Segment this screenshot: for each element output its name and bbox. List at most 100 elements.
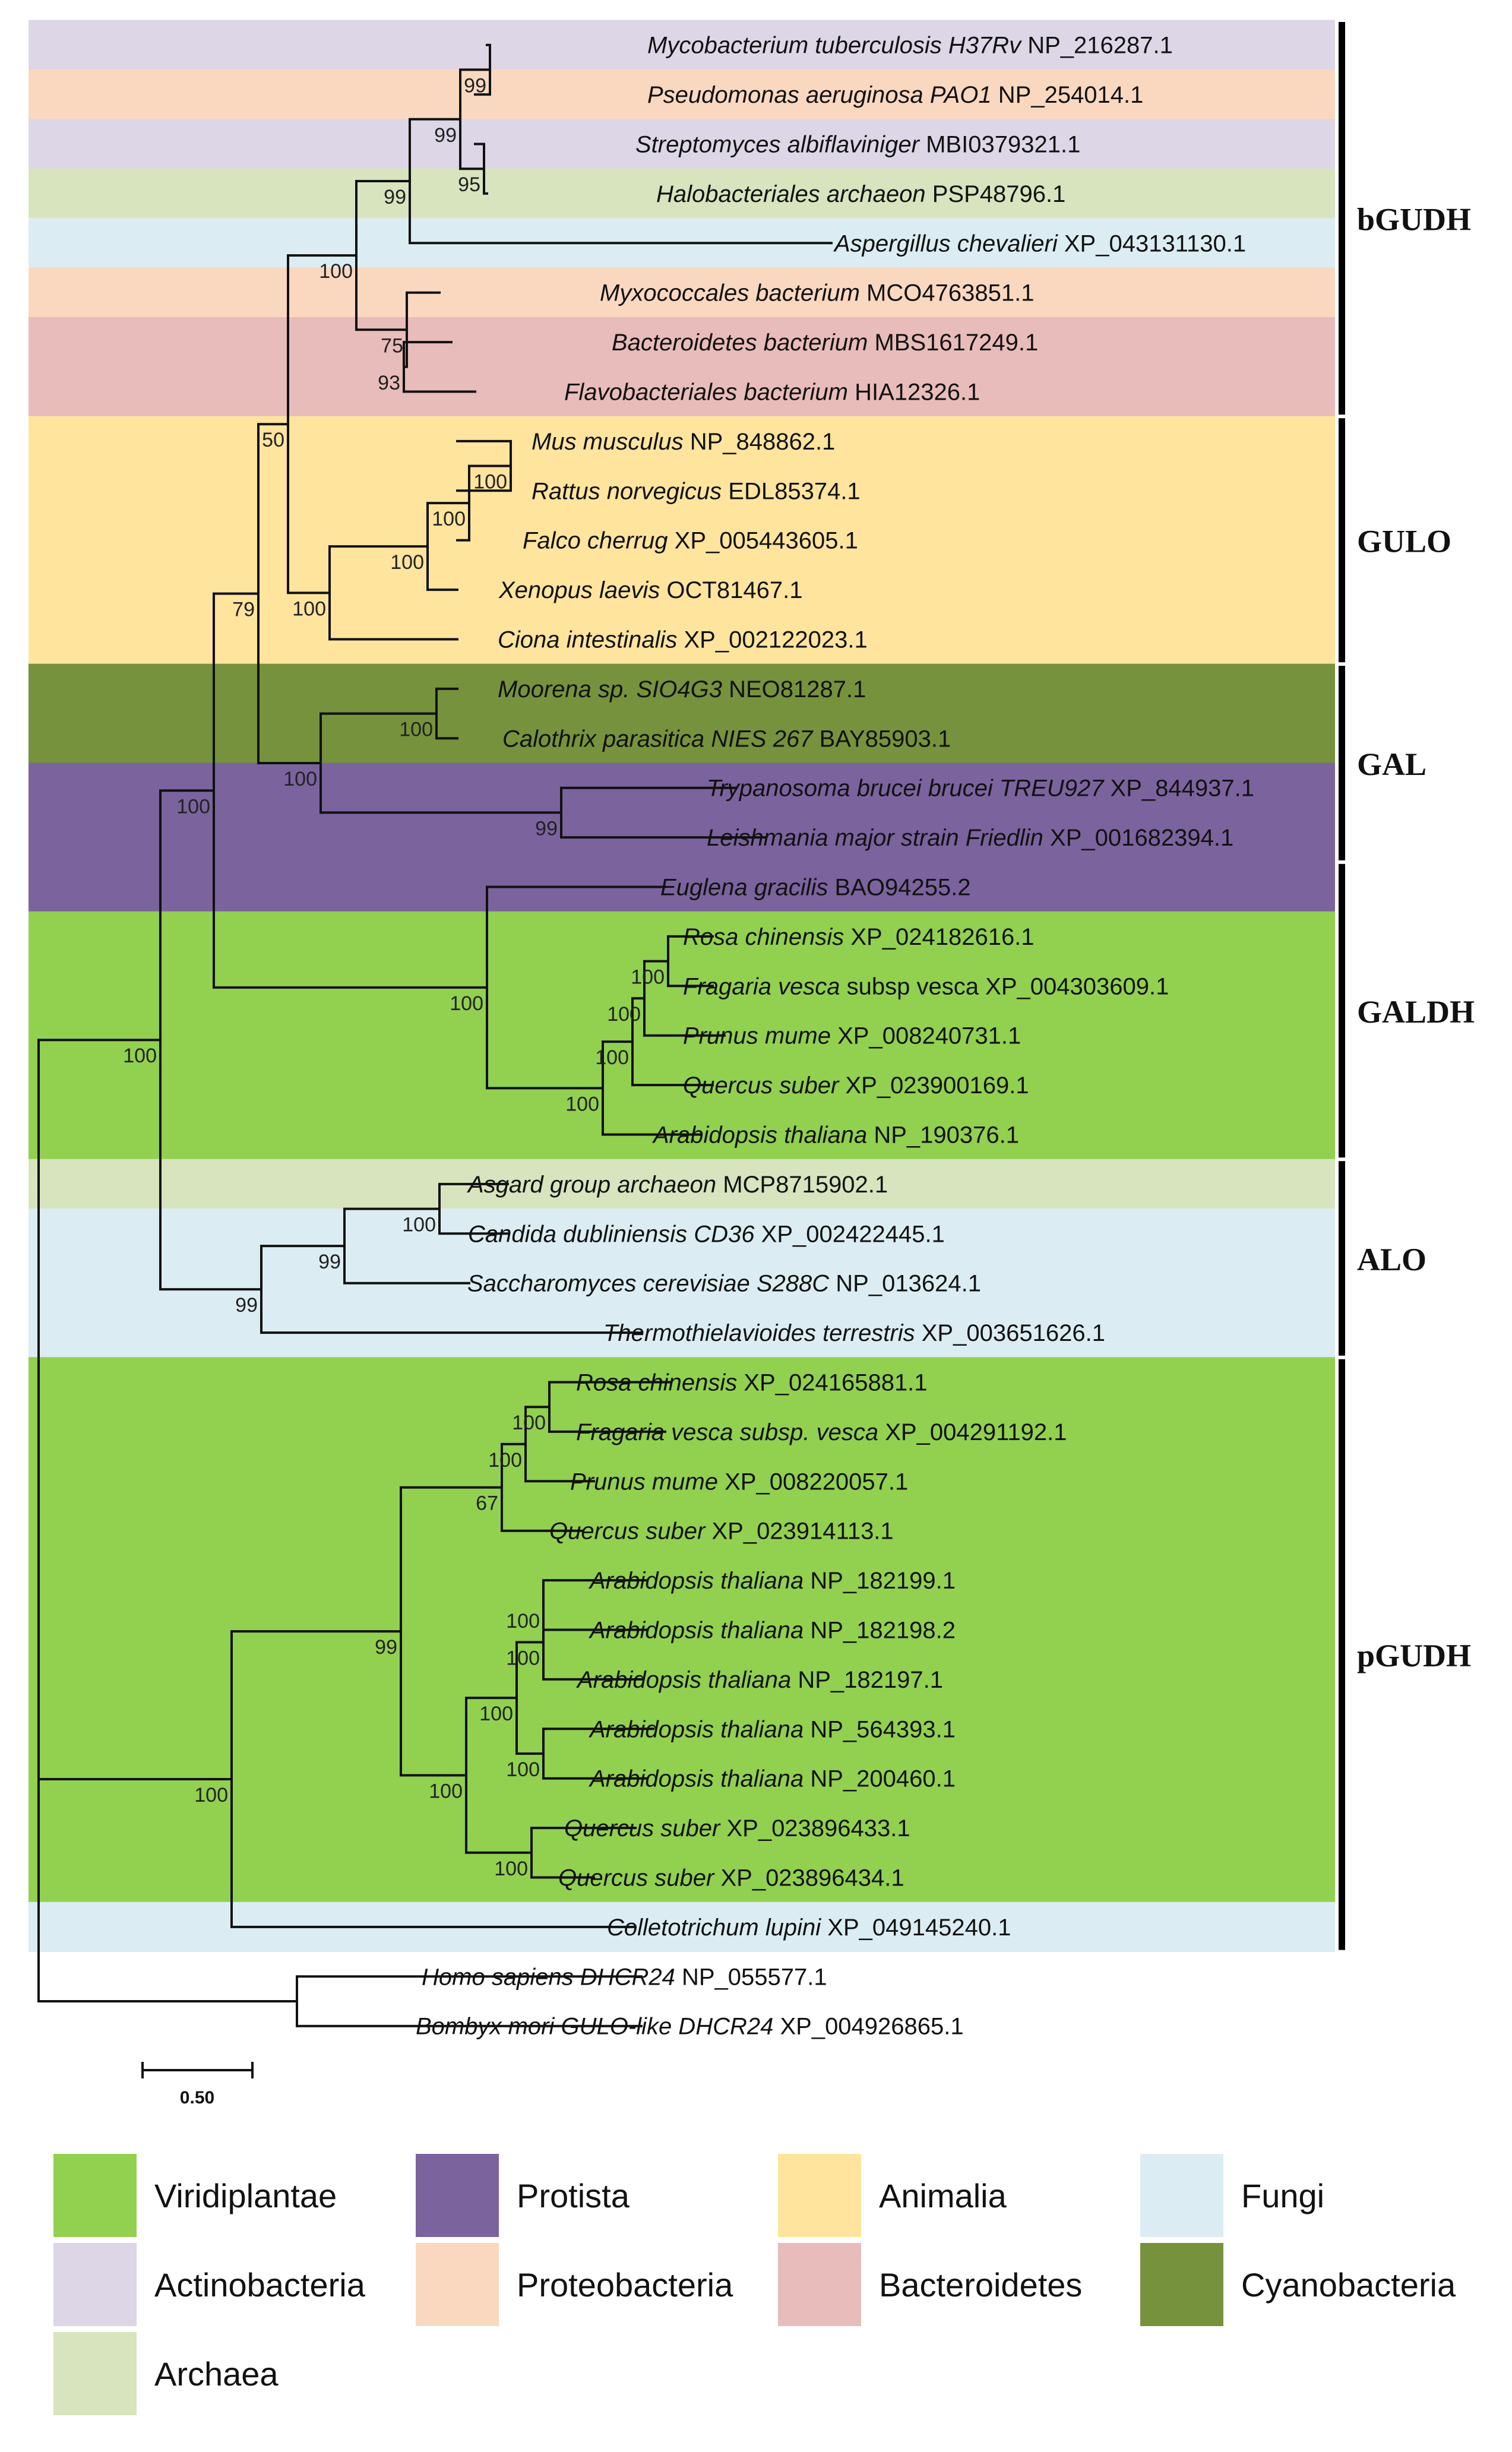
bootstrap-value: 99: [434, 124, 457, 147]
leaf-label: Falco cherrug XP_005443605.1: [523, 528, 858, 554]
leaf-label: Candida dubliniensis CD36 XP_002422445.1: [468, 1221, 945, 1247]
leaf-label: Prunus mume XP_008220057.1: [570, 1469, 908, 1495]
legend-item-animalia: Animalia: [778, 2154, 1007, 2237]
taxon-band: [29, 1208, 1335, 1259]
taxon-band: [29, 663, 1335, 714]
accession-id: MCP8715902.1: [716, 1172, 888, 1198]
accession-id: OCT81467.1: [660, 577, 802, 603]
bootstrap-value: 67: [476, 1492, 498, 1515]
bootstrap-value: 99: [464, 74, 486, 97]
bootstrap-value: 100: [595, 1046, 629, 1069]
legend-swatch: [416, 2243, 499, 2326]
accession-id: NP_216287.1: [1021, 33, 1173, 59]
accession-id: NP_013624.1: [829, 1271, 981, 1297]
species-name: Arabidopsis thaliana: [652, 1122, 867, 1149]
species-name: Myxococcales bacterium: [600, 280, 860, 306]
legend-item-proteobacteria: Proteobacteria: [416, 2243, 733, 2326]
legend-item-fungi: Fungi: [1140, 2154, 1324, 2237]
phylogenetic-tree: Mycobacterium tuberculosis H37Rv NP_2162…: [29, 20, 1475, 2108]
legend-item-protista: Protista: [416, 2154, 630, 2237]
leaf-label: Quercus suber XP_023896433.1: [564, 1815, 910, 1842]
leaf-label: Fragaria vesca subsp vesca XP_004303609.…: [683, 973, 1169, 999]
legend-swatch: [1140, 2243, 1223, 2326]
bootstrap-value: 100: [512, 1412, 546, 1434]
accession-id: XP_043131130.1: [1058, 230, 1246, 257]
bootstrap-value: 100: [402, 1214, 436, 1236]
leaf-label: Mus musculus NP_848862.1: [532, 429, 835, 455]
species-name: Flavobacteriales bacterium: [564, 379, 848, 406]
bootstrap-values: 99 99 95 99 100 75 93 100 100 100 100 50 100 99 100 79 1…: [123, 74, 665, 1880]
bootstrap-value: 100: [176, 795, 210, 818]
clade-bracket: [1339, 1359, 1345, 1950]
accession-id: BAY85903.1: [812, 726, 951, 752]
taxon-band: [29, 1258, 1335, 1308]
bootstrap-value: 100: [488, 1449, 522, 1472]
leaf-label: Calothrix parasitica NIES 267 BAY85903.1: [502, 726, 951, 752]
taxon-band: [29, 1456, 1335, 1507]
bootstrap-value: 100: [473, 471, 507, 493]
clade-label: ALO: [1357, 1242, 1426, 1277]
taxon-band: [29, 267, 1335, 318]
species-name: Arabidopsis thaliana: [589, 1568, 804, 1594]
leaf-label: Bombyx mori GULO-like DHCR24 XP_00492686…: [416, 2014, 964, 2040]
leaf-label: Arabidopsis thaliana NP_182199.1: [589, 1568, 956, 1594]
bootstrap-value: 99: [384, 186, 406, 208]
bootstrap-value: 50: [262, 429, 284, 451]
legend-label: Proteobacteria: [517, 2266, 733, 2304]
leaf-label: Arabidopsis thaliana NP_200460.1: [589, 1766, 956, 1792]
accession-id: XP_001682394.1: [1043, 825, 1233, 851]
taxon-band: [29, 862, 1335, 912]
clade-label: GAL: [1357, 746, 1426, 782]
species-name: Rosa chinensis: [576, 1370, 737, 1396]
bootstrap-value: 100: [506, 1610, 540, 1632]
species-name: Arabidopsis thaliana: [589, 1766, 804, 1792]
species-name: Falco cherrug: [523, 528, 668, 554]
clade-label: GALDH: [1357, 994, 1475, 1030]
accession-id: BAO94255.2: [828, 875, 970, 901]
bootstrap-value: 100: [479, 1703, 513, 1725]
species-name: Prunus mume: [570, 1469, 718, 1495]
taxon-band: [29, 119, 1335, 169]
accession-id: PSP48796.1: [926, 181, 1066, 207]
bootstrap-value: 100: [607, 1003, 641, 1026]
accession-id: NP_848862.1: [684, 429, 836, 455]
accession-id: MBI0379321.1: [919, 132, 1080, 158]
leaf-label: Quercus suber XP_023896434.1: [558, 1865, 904, 1891]
taxon-band: [29, 466, 1335, 516]
leaf-label: Euglena gracilis BAO94255.2: [660, 875, 971, 901]
accession-id: XP_023914113.1: [705, 1518, 893, 1545]
leaf-label: Xenopus laevis OCT81467.1: [498, 577, 802, 603]
leaf-label: Asgard group archaeon MCP8715902.1: [467, 1172, 888, 1198]
clade-bracket: [1339, 1161, 1345, 1356]
accession-id: XP_004303609.1: [979, 973, 1169, 999]
leaf-label: Homo sapiens DHCR24 NP_055577.1: [422, 1964, 827, 1990]
taxon-band: [29, 713, 1335, 764]
leaf-label: Rosa chinensis XP_024182616.1: [683, 924, 1035, 950]
species-name: Trypanosoma brucei brucei TREU927: [707, 776, 1105, 802]
species-name: Leishmania major strain Friedlin: [707, 825, 1043, 851]
bootstrap-value: 100: [429, 1780, 463, 1802]
bootstrap-value: 100: [194, 1784, 228, 1806]
species-name: Aspergillus chevalieri: [833, 230, 1058, 257]
bootstrap-value: 100: [390, 551, 424, 574]
species-name: Rosa chinensis: [683, 924, 844, 950]
leaf-label: Leishmania major strain Friedlin XP_0016…: [707, 825, 1233, 851]
accession-id: EDL85374.1: [722, 478, 861, 504]
taxon-band: [29, 1704, 1335, 1754]
species-name: Arabidopsis thaliana: [576, 1667, 791, 1693]
clade-label: GULO: [1357, 524, 1451, 559]
tree-branches: [37, 43, 833, 2027]
bootstrap-value: 100: [565, 1093, 599, 1115]
legend-label: Fungi: [1241, 2176, 1325, 2214]
bootstrap-value: 93: [378, 372, 400, 394]
leaf-label: Fragaria vesca subsp. vesca XP_004291192…: [576, 1419, 1067, 1445]
legend-swatch: [1140, 2154, 1223, 2237]
clade-label: bGUDH: [1357, 202, 1471, 238]
scale-bar-label: 0.50: [180, 2088, 214, 2108]
taxon-band: [29, 1555, 1335, 1606]
accession-id: NP_200460.1: [804, 1766, 956, 1792]
taxon-band: [29, 1802, 1335, 1853]
legend-swatch: [53, 2332, 137, 2415]
legend-label: Viridiplantae: [154, 2176, 337, 2214]
branch-lines: [37, 43, 833, 2027]
